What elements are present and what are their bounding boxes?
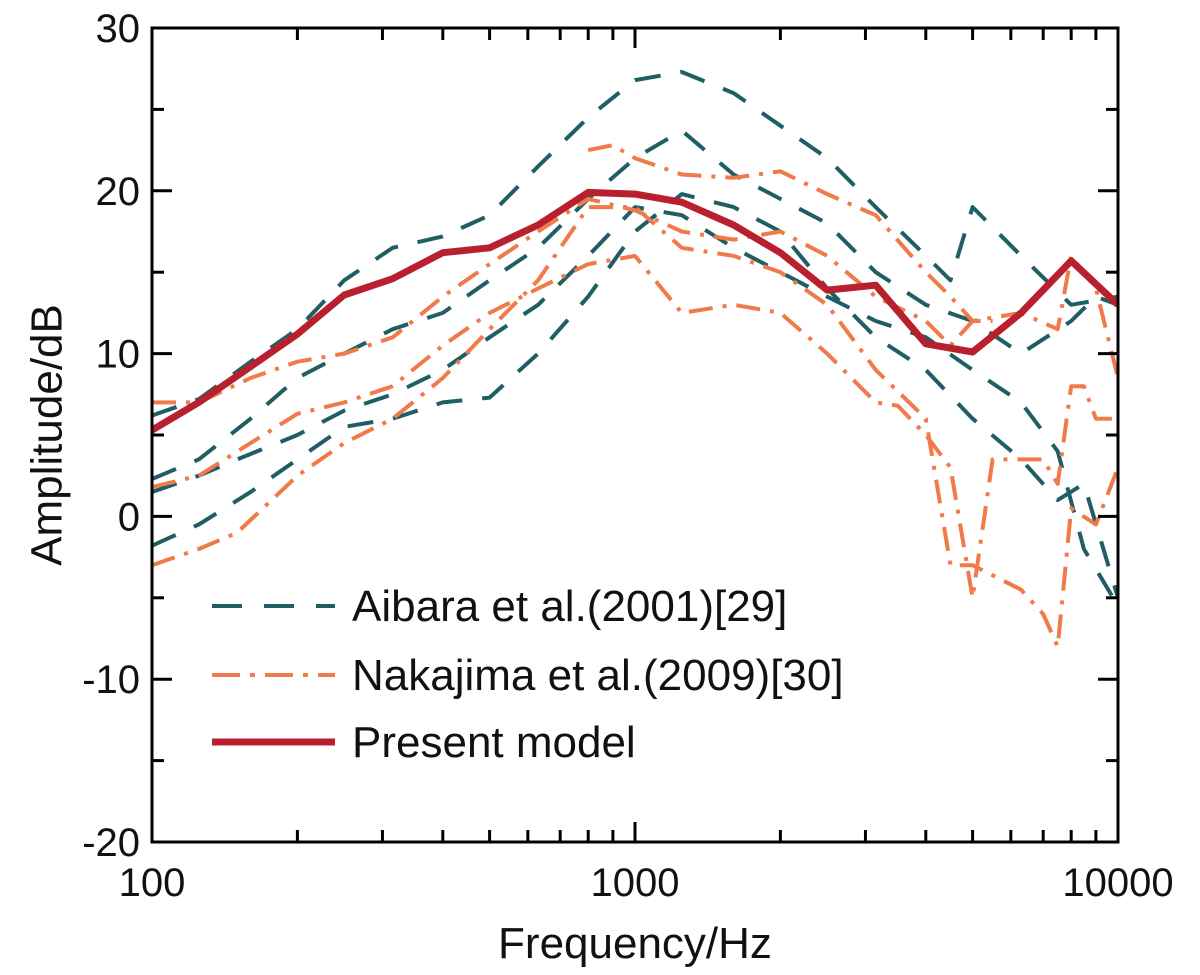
y-tick-label: -20 — [82, 821, 140, 865]
series-line-nakajima-5 — [152, 196, 1118, 405]
y-tick-label: 30 — [96, 7, 141, 51]
series-line-nakajima-8 — [587, 143, 993, 323]
y-tick-label: -10 — [82, 658, 140, 702]
series-line-aibara-1 — [152, 70, 1118, 418]
series-line-aibara-3 — [152, 192, 1118, 599]
legend-label-aibara: Aibara et al.(2001)[29] — [352, 582, 787, 631]
y-axis-title: Amplitude/dB — [22, 304, 71, 566]
legend-label-nakajima: Nakajima et al.(2009)[30] — [352, 651, 844, 700]
ticks-layer — [150, 26, 1120, 844]
x-tick-label: 10000 — [1062, 861, 1173, 905]
series-line-aibara-4 — [152, 205, 1118, 607]
series-layer — [152, 70, 1118, 649]
y-tick-label: 0 — [118, 495, 140, 539]
legend: Aibara et al.(2001)[29] Nakajima et al.(2… — [212, 582, 844, 767]
y-tick-label: 20 — [96, 170, 141, 214]
x-tick-label: 1000 — [591, 861, 680, 905]
x-axis-title: Frequency/Hz — [498, 919, 772, 968]
legend-label-present: Present model — [352, 718, 636, 767]
series-line-aibara-2 — [152, 128, 1118, 481]
x-tick-label: 100 — [119, 861, 186, 905]
series-line-nakajima-6 — [152, 253, 1118, 600]
series-line-present-9 — [152, 188, 1118, 434]
y-tick-label: 10 — [96, 333, 141, 377]
series-line-nakajima-7 — [152, 205, 1118, 649]
